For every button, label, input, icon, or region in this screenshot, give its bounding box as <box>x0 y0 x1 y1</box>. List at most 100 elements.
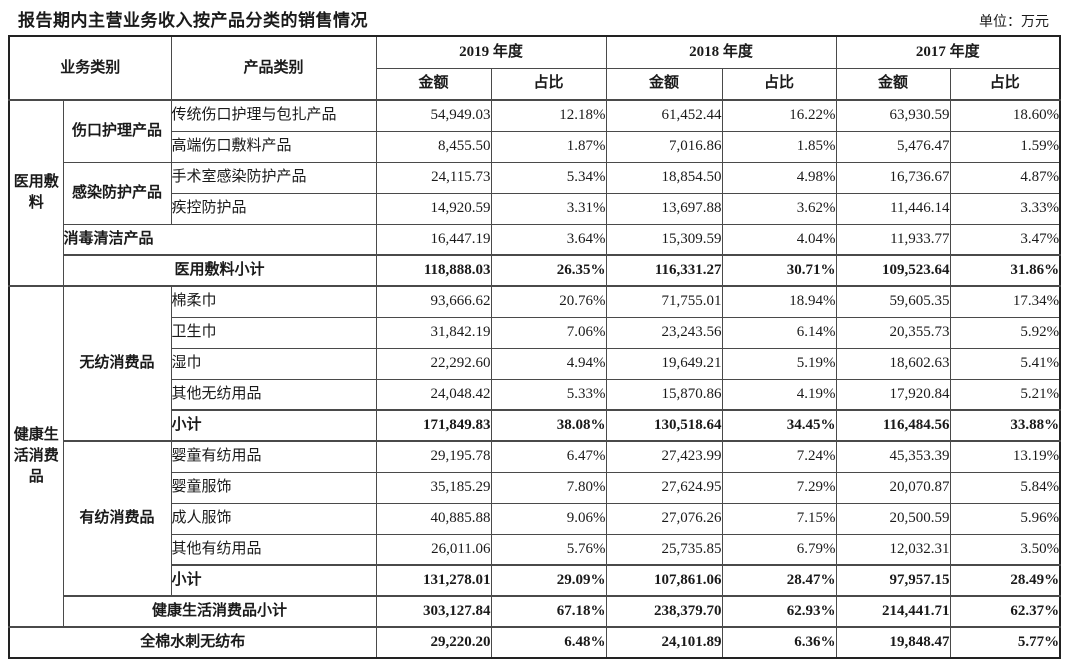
amount-cell: 61,452.44 <box>605 99 723 132</box>
table-row: 感染防护产品 手术室感染防护产品 24,115.73 5.34% 18,854.50 4.… <box>9 161 1061 225</box>
product-group-cell: 无纺消费品 <box>62 285 172 442</box>
business-category-cell: 医用敷料 <box>8 99 64 287</box>
ratio-cell: 18.60% <box>949 99 1061 132</box>
amount-cell: 107,861.06 <box>605 564 723 597</box>
ratio-cell: 62.93% <box>721 595 837 628</box>
amount-cell: 11,933.77 <box>835 223 951 256</box>
amount-cell: 16,736.67 <box>835 161 951 194</box>
ratio-cell: 3.50% <box>949 533 1061 566</box>
ratio-cell: 7.24% <box>721 440 837 473</box>
amount-cell: 20,355.73 <box>835 316 951 349</box>
ratio-cell: 34.45% <box>721 409 837 442</box>
header-ratio-2017: 占比 <box>949 67 1061 101</box>
amount-cell: 54,949.03 <box>375 99 492 132</box>
ratio-cell: 1.59% <box>949 130 1061 163</box>
ratio-cell: 13.19% <box>949 440 1061 473</box>
ratio-cell: 4.94% <box>490 347 607 380</box>
ratio-cell: 33.88% <box>949 409 1061 442</box>
table-caption-row: 报告期内主营业务收入按产品分类的销售情况 单位：万元 <box>8 6 1059 31</box>
ratio-cell: 28.47% <box>721 564 837 597</box>
amount-cell: 25,735.85 <box>605 533 723 566</box>
product-name-cell: 其他有纺用品 <box>170 533 377 566</box>
product-name-cell: 湿巾 <box>170 347 377 380</box>
amount-cell: 131,278.01 <box>375 564 492 597</box>
product-name-cell: 成人服饰 <box>170 502 377 535</box>
ratio-cell: 31.86% <box>949 254 1061 287</box>
ratio-cell: 3.64% <box>490 223 607 256</box>
header-ratio-2019: 占比 <box>490 67 607 101</box>
sales-by-product-table: 业务类别 产品类别 2019 年度 2018 年度 2017 年度 金额 占比 … <box>8 35 1062 659</box>
subtotal-label-cell: 医用敷料小计 <box>62 254 377 287</box>
amount-cell: 31,842.19 <box>375 316 492 349</box>
amount-cell: 109,523.64 <box>835 254 951 287</box>
header-year-2018: 2018 年度 <box>605 35 837 69</box>
product-name-cell: 手术室感染防护产品 <box>170 161 377 194</box>
product-group-cell: 伤口护理产品 <box>62 99 172 163</box>
table-row: 疾控防护品 14,920.59 3.31% 13,697.88 3.62% 11,446.… <box>9 192 1061 225</box>
product-name-cell: 棉柔巾 <box>170 285 377 318</box>
ratio-cell: 5.19% <box>721 347 837 380</box>
amount-cell: 14,920.59 <box>375 192 492 225</box>
product-group-cell: 感染防护产品 <box>62 161 172 225</box>
ratio-cell: 6.48% <box>490 626 607 659</box>
ratio-cell: 5.77% <box>949 626 1061 659</box>
ratio-cell: 18.94% <box>721 285 837 318</box>
ratio-cell: 3.62% <box>721 192 837 225</box>
table-row: 医用敷料 伤口护理产品 传统伤口护理与包扎产品 54,949.03 12.18% 61,4… <box>8 99 1061 287</box>
amount-cell: 24,048.42 <box>375 378 492 411</box>
subtotal-label-cell: 小计 <box>170 564 377 597</box>
amount-cell: 35,185.29 <box>375 471 492 504</box>
ratio-cell: 7.15% <box>721 502 837 535</box>
ratio-cell: 9.06% <box>490 502 607 535</box>
amount-cell: 17,920.84 <box>835 378 951 411</box>
amount-cell: 27,624.95 <box>605 471 723 504</box>
ratio-cell: 4.04% <box>721 223 837 256</box>
ratio-cell: 7.80% <box>490 471 607 504</box>
ratio-cell: 4.87% <box>949 161 1061 194</box>
amount-cell: 22,292.60 <box>375 347 492 380</box>
amount-cell: 45,353.39 <box>835 440 951 473</box>
amount-cell: 26,011.06 <box>375 533 492 566</box>
ratio-cell: 17.34% <box>949 285 1061 318</box>
product-name-cell: 其他无纺用品 <box>170 378 377 411</box>
page-title: 报告期内主营业务收入按产品分类的销售情况 <box>18 11 368 30</box>
amount-cell: 29,220.20 <box>375 626 492 659</box>
amount-cell: 29,195.78 <box>375 440 492 473</box>
table-row: 湿巾 22,292.60 4.94% 19,649.21 5.19% 18,602.63 5… <box>9 347 1061 380</box>
ratio-cell: 3.33% <box>949 192 1061 225</box>
table-row: 小计 131,278.01 29.09% 107,861.06 28.47% 97,957… <box>9 564 1061 597</box>
amount-cell: 18,602.63 <box>835 347 951 380</box>
header-year-2019: 2019 年度 <box>375 35 607 69</box>
ratio-cell: 28.49% <box>949 564 1061 597</box>
ratio-cell: 1.87% <box>490 130 607 163</box>
amount-cell: 13,697.88 <box>605 192 723 225</box>
table-row: 其他有纺用品 26,011.06 5.76% 25,735.85 6.79% 12,032… <box>9 533 1061 566</box>
amount-cell: 16,447.19 <box>375 223 492 256</box>
amount-cell: 23,243.56 <box>605 316 723 349</box>
product-name-cell: 疾控防护品 <box>170 192 377 225</box>
amount-cell: 130,518.64 <box>605 409 723 442</box>
product-name-cell: 卫生巾 <box>170 316 377 349</box>
amount-cell: 11,446.14 <box>835 192 951 225</box>
ratio-cell: 1.85% <box>721 130 837 163</box>
amount-cell: 93,666.62 <box>375 285 492 318</box>
amount-cell: 71,755.01 <box>605 285 723 318</box>
table-row: 医用敷料小计 118,888.03 26.35% 116,331.27 30.71% 10… <box>9 254 1061 287</box>
ratio-cell: 4.98% <box>721 161 837 194</box>
amount-cell: 5,476.47 <box>835 130 951 163</box>
amount-cell: 27,423.99 <box>605 440 723 473</box>
amount-cell: 59,605.35 <box>835 285 951 318</box>
product-group-cell: 有纺消费品 <box>62 440 172 597</box>
table-body: 医用敷料 伤口护理产品 传统伤口护理与包扎产品 54,949.03 12.18% 61,4… <box>8 99 1061 659</box>
ratio-cell: 6.14% <box>721 316 837 349</box>
subtotal-label-cell: 全棉水刺无纺布 <box>8 626 377 659</box>
product-group-cell: 消毒清洁产品 <box>62 223 377 256</box>
amount-cell: 12,032.31 <box>835 533 951 566</box>
amount-cell: 19,848.47 <box>835 626 951 659</box>
table-row: 消毒清洁产品 16,447.19 3.64% 15,309.59 4.04% 11,933… <box>9 223 1061 256</box>
amount-cell: 15,870.86 <box>605 378 723 411</box>
table-row: 成人服饰 40,885.88 9.06% 27,076.26 7.15% 20,500.5… <box>9 502 1061 535</box>
amount-cell: 27,076.26 <box>605 502 723 535</box>
amount-cell: 238,379.70 <box>605 595 723 628</box>
